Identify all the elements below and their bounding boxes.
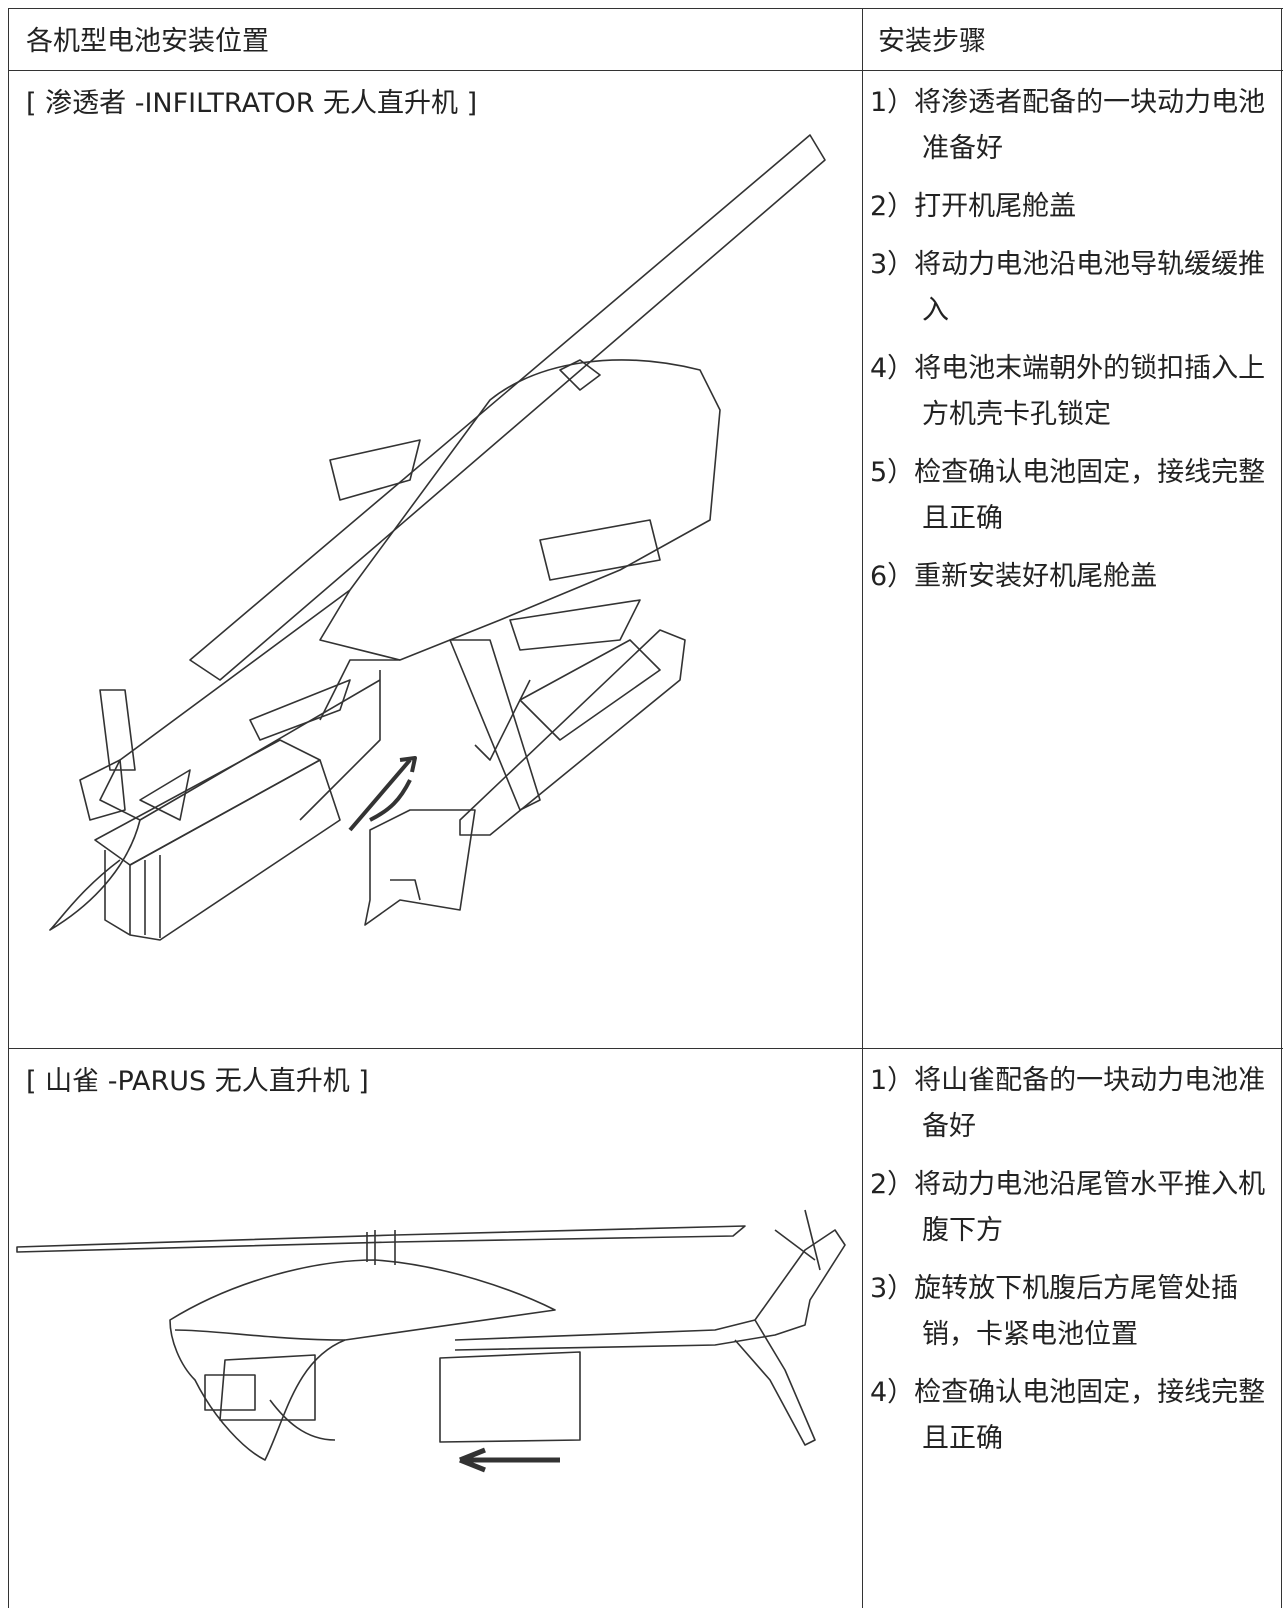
- border: [1281, 8, 1282, 1608]
- border: [8, 8, 1283, 9]
- border: [8, 70, 1283, 71]
- page: {"table": { "header": ["各机型电池安装位置", "安装步…: [8, 8, 1283, 1608]
- step-list: 1）将山雀配备的一块动力电池准备好 2）将动力电池沿尾管水平推入机腹下方 3）旋转放…: [870, 1058, 1280, 1474]
- step: 2）打开机尾舱盖: [870, 191, 1077, 222]
- step: 1）将山雀配备的一块动力电池准备好: [870, 1065, 1266, 1142]
- helicopter-illustration: [49, 134, 826, 941]
- step: 3）将动力电池沿电池导轨缓缓推入: [870, 249, 1266, 326]
- row-title: [ 渗透者 -INFILTRATOR 无人直升机 ]: [26, 88, 478, 119]
- step: 5）检查确认电池固定，接线完整且正确: [870, 457, 1266, 534]
- helicopter-illustration: [16, 1209, 846, 1473]
- step: 6）重新安装好机尾舱盖: [870, 561, 1158, 592]
- step: 4）检查确认电池固定，接线完整且正确: [870, 1377, 1266, 1454]
- step: 2）将动力电池沿尾管水平推入机腹下方: [870, 1169, 1266, 1246]
- step-list: 1）将渗透者配备的一块动力电池准备好 2）打开机尾舱盖 3）将动力电池沿电池导轨缓缓…: [870, 80, 1280, 612]
- header-cell: 安装步骤: [878, 26, 986, 57]
- step: 1）将渗透者配备的一块动力电池准备好: [870, 87, 1266, 164]
- border: [8, 1048, 1283, 1049]
- step: 3）旋转放下机腹后方尾管处插销，卡紧电池位置: [870, 1273, 1239, 1350]
- border: [862, 8, 863, 1608]
- header-cell: 各机型电池安装位置: [26, 26, 269, 57]
- table: [8, 8, 1283, 1608]
- row-title: [ 山雀 -PARUS 无人直升机 ]: [26, 1066, 369, 1097]
- step: 4）将电池末端朝外的锁扣插入上方机壳卡孔锁定: [870, 353, 1266, 430]
- border: [8, 8, 9, 1608]
